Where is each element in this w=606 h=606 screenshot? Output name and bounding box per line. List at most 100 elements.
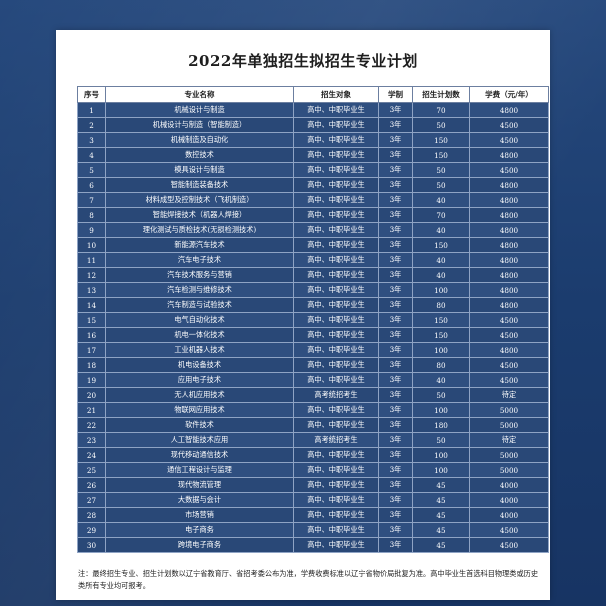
cell-col-duration: 3年 bbox=[378, 117, 413, 133]
table-row: 16 机电一体化技术 高中、中职毕业生 3年 150 4500 bbox=[77, 327, 549, 343]
cell-col-duration: 3年 bbox=[378, 312, 413, 328]
cell-col-quota: 45 bbox=[412, 492, 470, 508]
document-sheet: 2022年单独招生拟招生专业计划 序号 专业名称 招生对象 学制 招生计划数 学费（元/年… bbox=[56, 30, 550, 600]
cell-col-index: 4 bbox=[77, 147, 106, 163]
cell-col-duration: 3年 bbox=[378, 282, 413, 298]
cell-col-fee: 5000 bbox=[469, 402, 549, 418]
cell-col-quota: 40 bbox=[412, 252, 470, 268]
header-col-quota: 招生计划数 bbox=[412, 86, 470, 103]
cell-col-major: 现代物流管理 bbox=[105, 477, 294, 493]
cell-col-index: 26 bbox=[77, 477, 106, 493]
cell-col-duration: 3年 bbox=[378, 192, 413, 208]
table-row: 12 汽车技术服务与营销 高中、中职毕业生 3年 40 4800 bbox=[77, 267, 549, 283]
table-row: 3 机械制造及自动化 高中、中职毕业生 3年 150 4500 bbox=[77, 132, 549, 148]
cell-col-target: 高中、中职毕业生 bbox=[293, 252, 379, 268]
cell-col-index: 30 bbox=[77, 537, 106, 553]
table-row: 9 理化测试与质检技术(无损检测技术) 高中、中职毕业生 3年 40 4800 bbox=[77, 222, 549, 238]
cell-col-major: 跨境电子商务 bbox=[105, 537, 294, 553]
table-row: 11 汽车电子技术 高中、中职毕业生 3年 40 4800 bbox=[77, 252, 549, 268]
table-row: 21 物联网应用技术 高中、中职毕业生 3年 100 5000 bbox=[77, 402, 549, 418]
cell-col-duration: 3年 bbox=[378, 252, 413, 268]
cell-col-target: 高中、中职毕业生 bbox=[293, 447, 379, 463]
cell-col-major: 机械设计与制造（智能制造） bbox=[105, 117, 294, 133]
cell-col-target: 高中、中职毕业生 bbox=[293, 522, 379, 538]
cell-col-major: 智能焊接技术（机器人焊接） bbox=[105, 207, 294, 223]
cell-col-major: 智能制造装备技术 bbox=[105, 177, 294, 193]
cell-col-index: 1 bbox=[77, 102, 106, 118]
table-row: 28 市场营销 高中、中职毕业生 3年 45 4000 bbox=[77, 507, 549, 523]
table-row: 8 智能焊接技术（机器人焊接） 高中、中职毕业生 3年 70 4800 bbox=[77, 207, 549, 223]
table-row: 26 现代物流管理 高中、中职毕业生 3年 45 4000 bbox=[77, 477, 549, 493]
cell-col-index: 23 bbox=[77, 432, 106, 448]
cell-col-target: 高中、中职毕业生 bbox=[293, 177, 379, 193]
table-row: 2 机械设计与制造（智能制造） 高中、中职毕业生 3年 50 4500 bbox=[77, 117, 549, 133]
cell-col-quota: 150 bbox=[412, 132, 470, 148]
table-row: 1 机械设计与制造 高中、中职毕业生 3年 70 4800 bbox=[77, 102, 549, 118]
cell-col-quota: 100 bbox=[412, 447, 470, 463]
cell-col-duration: 3年 bbox=[378, 402, 413, 418]
cell-col-target: 高中、中职毕业生 bbox=[293, 192, 379, 208]
cell-col-target: 高考统招考生 bbox=[293, 432, 379, 448]
cell-col-fee: 4500 bbox=[469, 312, 549, 328]
cell-col-quota: 45 bbox=[412, 507, 470, 523]
cell-col-quota: 150 bbox=[412, 147, 470, 163]
cell-col-target: 高中、中职毕业生 bbox=[293, 102, 379, 118]
cell-col-fee: 4800 bbox=[469, 177, 549, 193]
cell-col-fee: 4000 bbox=[469, 492, 549, 508]
cell-col-fee: 4500 bbox=[469, 357, 549, 373]
cell-col-fee: 待定 bbox=[469, 432, 549, 448]
cell-col-major: 人工智能技术应用 bbox=[105, 432, 294, 448]
cell-col-target: 高考统招考生 bbox=[293, 387, 379, 403]
cell-col-index: 24 bbox=[77, 447, 106, 463]
cell-col-target: 高中、中职毕业生 bbox=[293, 477, 379, 493]
cell-col-major: 现代移动通信技术 bbox=[105, 447, 294, 463]
header-col-target: 招生对象 bbox=[293, 86, 379, 103]
cell-col-quota: 40 bbox=[412, 222, 470, 238]
cell-col-duration: 3年 bbox=[378, 237, 413, 253]
cell-col-target: 高中、中职毕业生 bbox=[293, 132, 379, 148]
cell-col-duration: 3年 bbox=[378, 102, 413, 118]
cell-col-target: 高中、中职毕业生 bbox=[293, 237, 379, 253]
table-body: 1 机械设计与制造 高中、中职毕业生 3年 70 4800 2 机械设计与制造（智能制造） 高中… bbox=[77, 102, 549, 553]
cell-col-fee: 4500 bbox=[469, 162, 549, 178]
table-row: 18 机电设备技术 高中、中职毕业生 3年 80 4500 bbox=[77, 357, 549, 373]
cell-col-major: 机电设备技术 bbox=[105, 357, 294, 373]
document-title: 2022年单独招生拟招生专业计划 bbox=[188, 52, 418, 70]
cell-col-major: 汽车电子技术 bbox=[105, 252, 294, 268]
cell-col-target: 高中、中职毕业生 bbox=[293, 267, 379, 283]
cell-col-duration: 3年 bbox=[378, 162, 413, 178]
table-row: 14 汽车制造与试验技术 高中、中职毕业生 3年 80 4800 bbox=[77, 297, 549, 313]
cell-col-target: 高中、中职毕业生 bbox=[293, 537, 379, 553]
cell-col-index: 12 bbox=[77, 267, 106, 283]
cell-col-index: 2 bbox=[77, 117, 106, 133]
header-col-index: 序号 bbox=[77, 86, 106, 103]
cell-col-duration: 3年 bbox=[378, 462, 413, 478]
cell-col-target: 高中、中职毕业生 bbox=[293, 117, 379, 133]
cell-col-quota: 80 bbox=[412, 297, 470, 313]
cell-col-target: 高中、中职毕业生 bbox=[293, 372, 379, 388]
cell-col-index: 9 bbox=[77, 222, 106, 238]
cell-col-fee: 4800 bbox=[469, 102, 549, 118]
cell-col-target: 高中、中职毕业生 bbox=[293, 402, 379, 418]
cell-col-quota: 40 bbox=[412, 267, 470, 283]
cell-col-major: 机电一体化技术 bbox=[105, 327, 294, 343]
cell-col-major: 电气自动化技术 bbox=[105, 312, 294, 328]
cell-col-major: 软件技术 bbox=[105, 417, 294, 433]
cell-col-target: 高中、中职毕业生 bbox=[293, 357, 379, 373]
table-row: 27 大数据与会计 高中、中职毕业生 3年 45 4000 bbox=[77, 492, 549, 508]
cell-col-fee: 4800 bbox=[469, 237, 549, 253]
table-row: 13 汽车检测与维修技术 高中、中职毕业生 3年 100 4800 bbox=[77, 282, 549, 298]
cell-col-fee: 4800 bbox=[469, 222, 549, 238]
cell-col-major: 无人机应用技术 bbox=[105, 387, 294, 403]
cell-col-quota: 100 bbox=[412, 282, 470, 298]
table-row: 17 工业机器人技术 高中、中职毕业生 3年 100 4800 bbox=[77, 342, 549, 358]
cell-col-duration: 3年 bbox=[378, 267, 413, 283]
cell-col-duration: 3年 bbox=[378, 132, 413, 148]
table-row: 23 人工智能技术应用 高考统招考生 3年 50 待定 bbox=[77, 432, 549, 448]
cell-col-target: 高中、中职毕业生 bbox=[293, 207, 379, 223]
table-row: 29 电子商务 高中、中职毕业生 3年 45 4500 bbox=[77, 522, 549, 538]
cell-col-index: 17 bbox=[77, 342, 106, 358]
cell-col-duration: 3年 bbox=[378, 297, 413, 313]
cell-col-quota: 45 bbox=[412, 537, 470, 553]
cell-col-target: 高中、中职毕业生 bbox=[293, 507, 379, 523]
